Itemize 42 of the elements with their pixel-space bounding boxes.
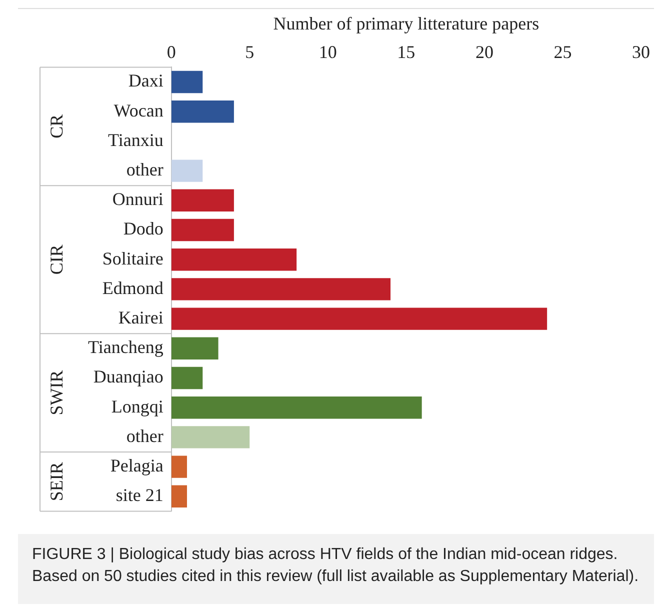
x-tick-label: 5 bbox=[245, 42, 254, 62]
bar bbox=[171, 426, 250, 448]
y-tick-label: Tianxiu bbox=[108, 130, 164, 150]
y-tick-label: other bbox=[126, 160, 164, 180]
bar bbox=[171, 366, 203, 390]
y-tick-label: Longqi bbox=[111, 396, 164, 416]
x-tick-label: 25 bbox=[554, 42, 572, 62]
y-tick-label: Dodo bbox=[123, 218, 164, 239]
x-tick-label: 10 bbox=[318, 42, 337, 62]
text: CR bbox=[46, 114, 67, 138]
text: SEIR bbox=[46, 462, 67, 502]
y-tick-label: Pelagia bbox=[110, 456, 164, 476]
x-tick-label: 15 bbox=[397, 42, 416, 62]
y-tick-label: other bbox=[126, 426, 164, 446]
y-tick-label: Wocan bbox=[114, 100, 164, 120]
y-tick-label: site 21 bbox=[116, 485, 164, 506]
bar bbox=[171, 189, 234, 212]
y-tick-label: Daxi bbox=[128, 70, 164, 91]
text: CIR bbox=[46, 244, 67, 275]
x-tick-label: 0 bbox=[166, 42, 176, 62]
bar bbox=[171, 308, 548, 330]
y-tick-label: Edmond bbox=[102, 278, 164, 298]
y-tick-label: Onnuri bbox=[112, 189, 164, 210]
bar bbox=[171, 456, 187, 478]
text: SWIR bbox=[46, 370, 67, 416]
bar bbox=[171, 218, 234, 242]
x-tick-label: 20 bbox=[475, 42, 494, 62]
bar bbox=[171, 485, 187, 508]
y-tick-label: Kairei bbox=[118, 308, 164, 328]
caption: FIGURE 3 | Biological study bias across HTV fields of the Indian mid-ocean ridges. Based on 50 studies cited in this review (full list available as Supplementary Material). bbox=[18, 534, 654, 604]
bar bbox=[171, 337, 218, 360]
x-tick-label: 30 bbox=[632, 42, 650, 62]
bar bbox=[171, 278, 391, 300]
y-tick-label: Solitaire bbox=[102, 248, 164, 268]
y-tick-label: Tiancheng bbox=[88, 337, 164, 358]
bar bbox=[171, 396, 422, 419]
y-tick-label: Duanqiao bbox=[93, 366, 164, 387]
x-axis-title: Number of primary litterature papers bbox=[273, 14, 540, 34]
bar bbox=[171, 70, 203, 94]
bar bbox=[171, 100, 234, 123]
bar bbox=[171, 248, 297, 271]
bar bbox=[171, 160, 203, 182]
